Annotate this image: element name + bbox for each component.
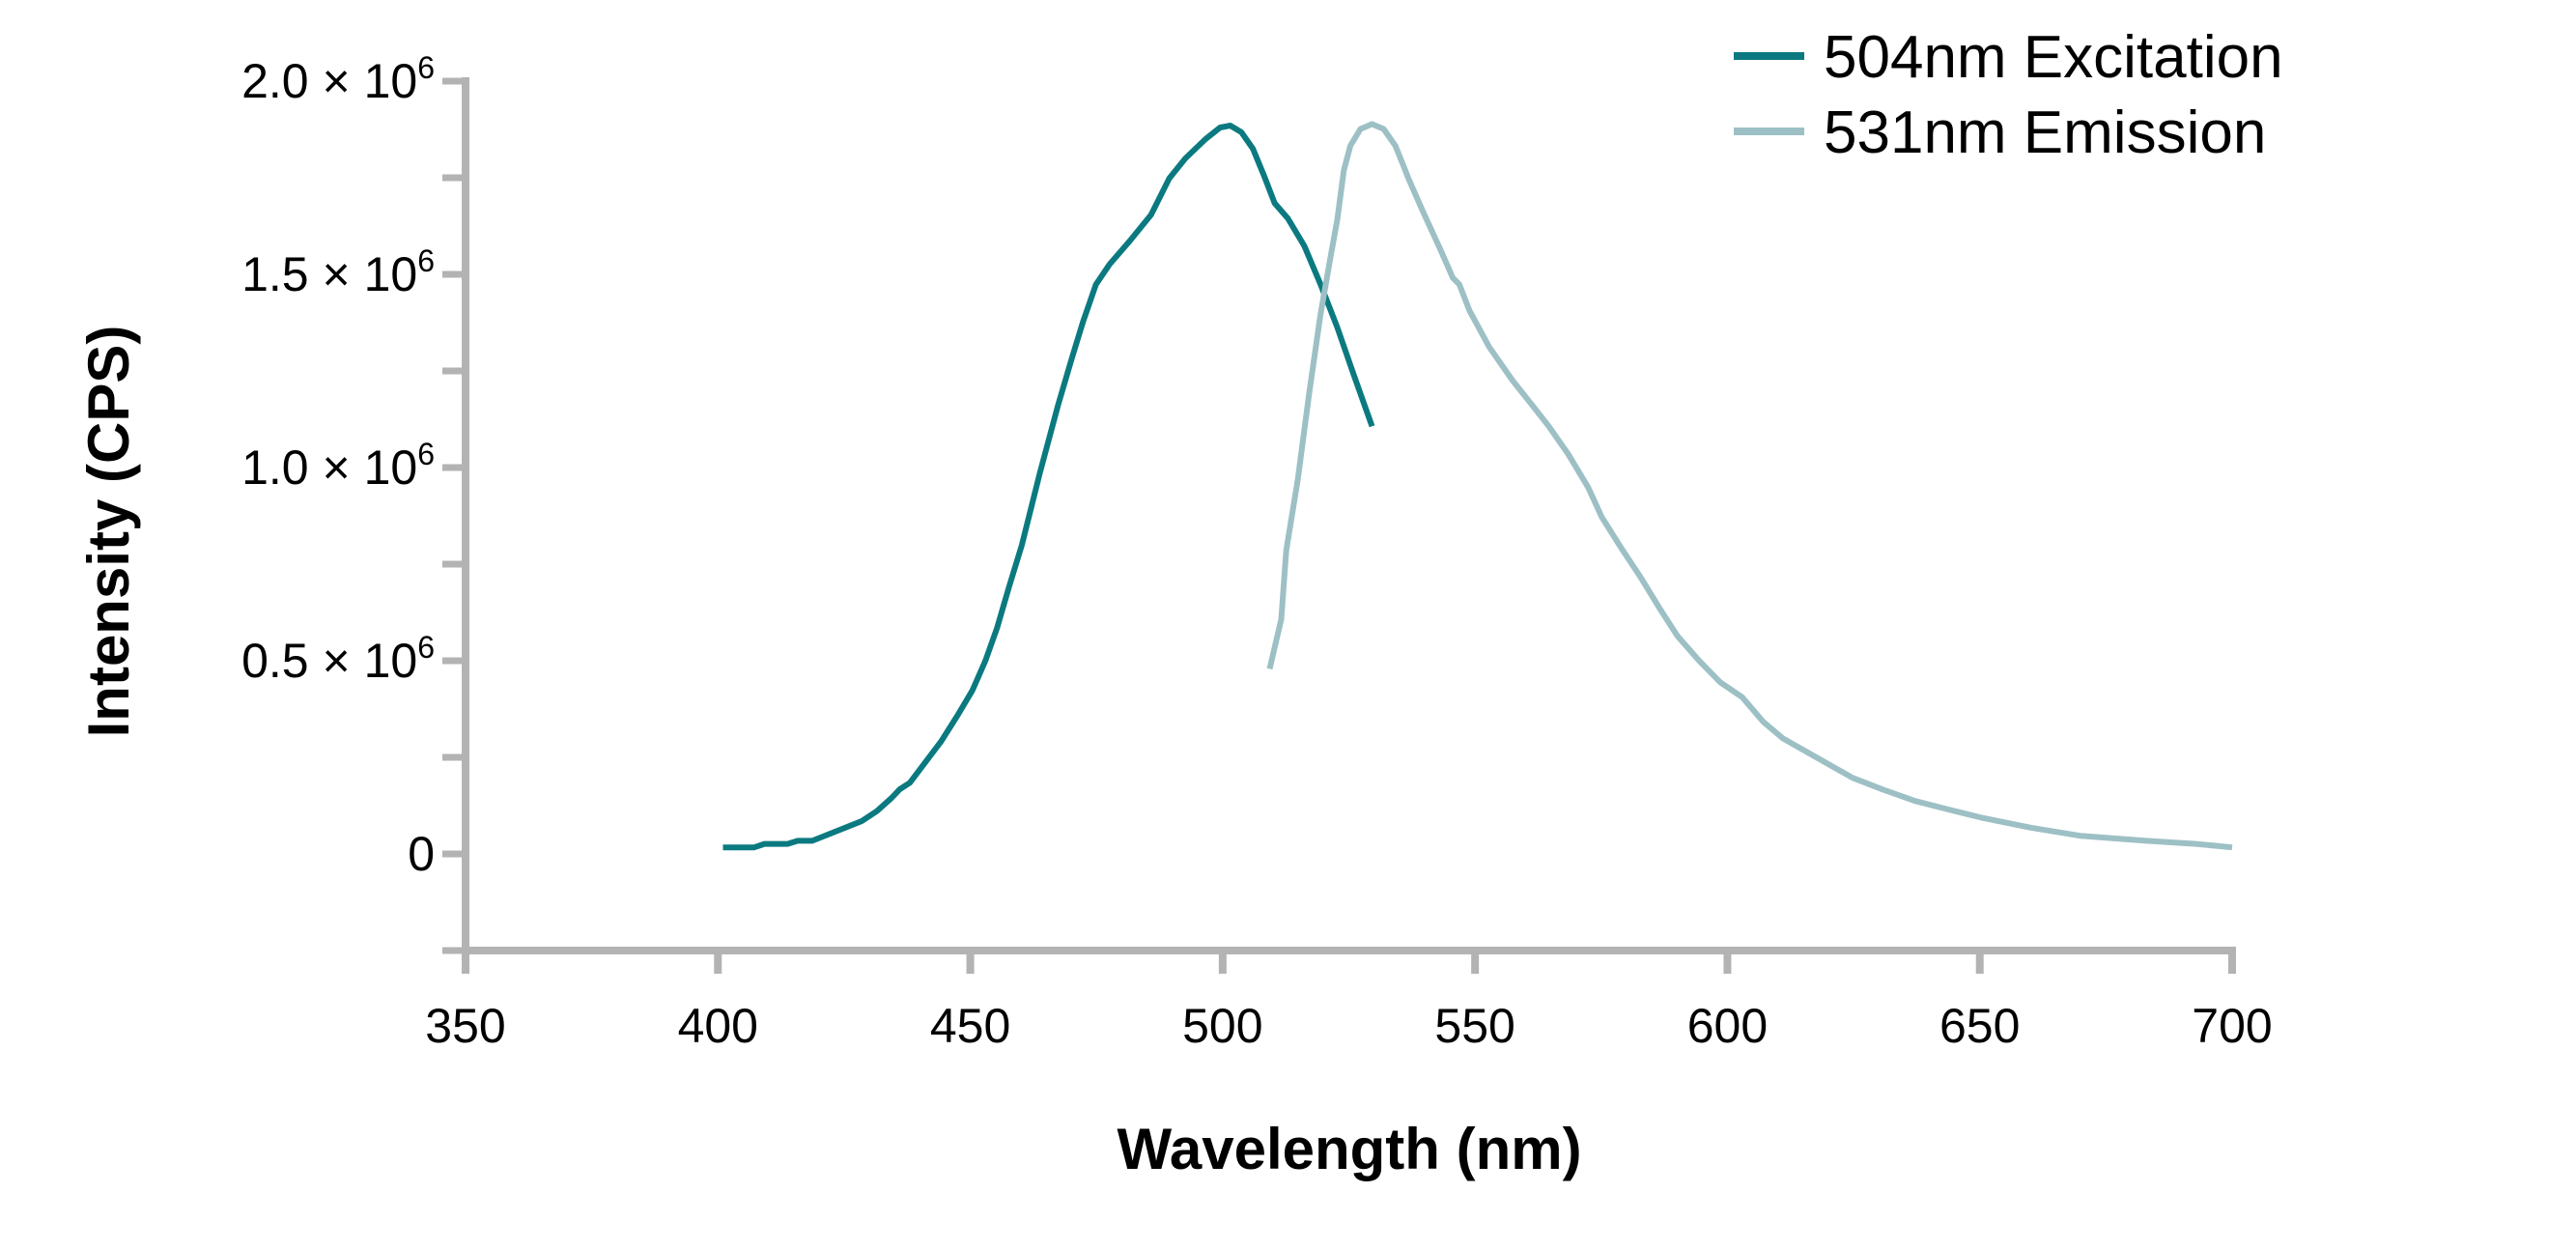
legend-item-excitation: 504nm Excitation	[1734, 24, 2283, 91]
legend-label-excitation: 504nm Excitation	[1824, 24, 2283, 91]
y-axis-title: Intensity (CPS)	[76, 326, 141, 738]
legend-item-emission: 531nm Emission	[1734, 99, 2266, 166]
legend: 504nm Excitation 531nm Emission	[1734, 24, 2283, 166]
excitation-line	[722, 123, 1375, 851]
y-tick-label: 0	[408, 827, 435, 881]
x-tick-label: 450	[930, 999, 1010, 1053]
emission-line	[1266, 121, 2233, 851]
x-tick-label: 650	[1939, 999, 2020, 1053]
x-tick-label: 400	[678, 999, 758, 1053]
x-tick-label: 700	[2192, 999, 2272, 1053]
y-tick-label: 1.5 × 106	[241, 243, 435, 301]
x-tick-label: 550	[1434, 999, 1514, 1053]
axes: 0 0.5 × 106 1.0 × 106 1.5 × 106 2.0 × 106 350…	[241, 50, 2273, 1053]
x-tick-label: 500	[1182, 999, 1262, 1053]
x-tick-label: 350	[425, 999, 505, 1053]
y-tick-label: 1.0 × 106	[241, 437, 435, 495]
y-tick-label: 2.0 × 106	[241, 50, 435, 108]
legend-label-emission: 531nm Emission	[1824, 99, 2266, 166]
y-tick-label: 0.5 × 106	[241, 630, 435, 688]
series-lines	[722, 121, 2233, 851]
x-tick-label: 600	[1687, 999, 1768, 1053]
x-axis-title: Wavelength (nm)	[1117, 1117, 1581, 1181]
